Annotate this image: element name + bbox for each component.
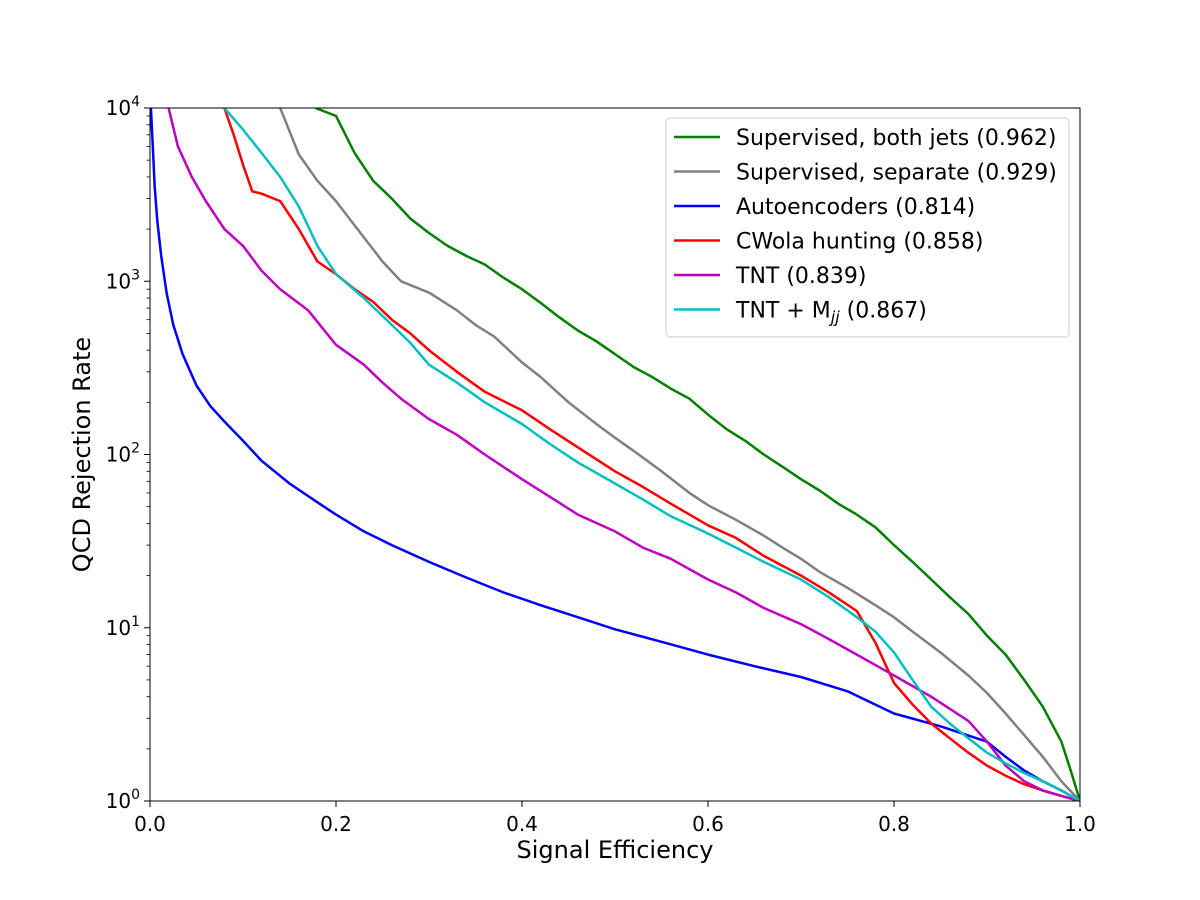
series-line-4 [167, 108, 1080, 801]
x-tick-label: 0.6 [692, 812, 724, 836]
legend-label-1: Supervised, separate (0.929) [736, 161, 1057, 186]
x-tick-label: 0.8 [878, 812, 910, 836]
series-line-0 [315, 108, 1080, 801]
y-tick-label: 101 [106, 614, 140, 640]
legend-label-4: TNT (0.839) [735, 264, 866, 289]
y-tick-label: 100 [106, 787, 140, 813]
series-line-1 [279, 108, 1080, 801]
series-line-2 [150, 108, 1080, 801]
x-tick-label: 0.2 [320, 812, 352, 836]
axes-layer: 0.0 0.2 0.4 0.6 0.8 1.0 100 101 102 103 104 Signal … [68, 94, 1096, 864]
series-line-3 [223, 108, 1080, 801]
x-tick-label: 1.0 [1064, 812, 1096, 836]
legend: Supervised, both jets (0.962) Supervised,… [665, 117, 1070, 338]
x-axis-label: Signal Efficiency [517, 836, 714, 864]
y-tick-label: 102 [106, 441, 140, 467]
legend-box [665, 117, 1070, 338]
y-tick-label: 103 [106, 267, 140, 293]
legend-label-5: TNT + Mjj (0.867) [735, 299, 927, 327]
legend-label-3: CWola hunting (0.858) [736, 230, 984, 255]
y-tick-label: 104 [106, 94, 140, 120]
series-layer [150, 108, 1080, 801]
series-line-5 [223, 108, 1080, 801]
y-axis-label: QCD Rejection Rate [68, 337, 96, 572]
legend-label-2: Autoencoders (0.814) [736, 195, 975, 220]
x-tick-label: 0.4 [506, 812, 538, 836]
legend-label-0: Supervised, both jets (0.962) [736, 126, 1056, 151]
x-tick-label: 0.0 [134, 812, 166, 836]
